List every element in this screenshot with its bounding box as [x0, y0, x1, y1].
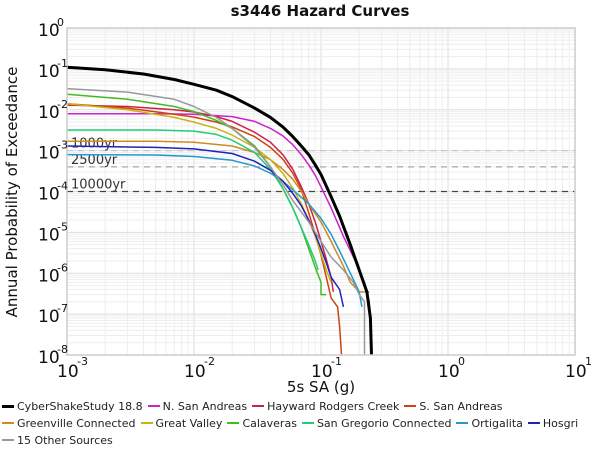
y-tick-exponent: -3: [57, 139, 68, 152]
x-tick-exponent: 0: [458, 355, 465, 368]
reference-label-10000yr: 10000yr: [71, 178, 126, 193]
legend-label: Calaveras: [242, 417, 297, 430]
y-tick-exponent: -2: [57, 98, 68, 111]
legend-swatch: [301, 422, 314, 424]
y-tick-label: 10: [38, 103, 60, 123]
legend-row: 15 Other Sources: [2, 432, 598, 449]
series-group: [66, 65, 373, 356]
series-line-15-other-sources: [66, 87, 366, 355]
x-tick-exponent: -2: [204, 355, 215, 368]
legend-label: N. San Andreas: [162, 400, 248, 413]
x-tick-exponent: -1: [331, 355, 342, 368]
legend-swatch: [252, 405, 265, 407]
legend-item: San Gregorio Connected: [301, 415, 452, 432]
y-tick-exponent: -8: [57, 343, 68, 356]
y-tick-exponent: -5: [57, 220, 68, 233]
legend-row: CyberShakeStudy 18.8 N. San Andreas Haywar…: [2, 398, 598, 415]
y-tick-exponent: 0: [57, 16, 64, 29]
series-line-ortigalita: [66, 153, 363, 308]
series-line-hosgri: [66, 145, 345, 308]
y-tick-exponent: -1: [57, 57, 68, 70]
legend-item: Hayward Rodgers Creek: [252, 398, 399, 415]
x-axis-label: 5s SA (g): [287, 378, 355, 396]
legend-item: 15 Other Sources: [2, 432, 113, 449]
legend-label: CyberShakeStudy 18.8: [17, 400, 143, 413]
series-line-hayward-rodgers-creek: [66, 104, 335, 293]
y-tick-label: 10: [38, 348, 60, 368]
legend-label: Ortigalita: [471, 417, 523, 430]
legend-label: Hosgri: [542, 417, 579, 430]
chart-title: s3446 Hazard Curves: [231, 2, 410, 20]
legend-item: Ortigalita: [456, 415, 523, 432]
legend-swatch: [140, 422, 153, 424]
x-tick-label: 10: [184, 362, 206, 382]
x-tick-label: 10: [311, 362, 333, 382]
x-tick-label: 10: [438, 362, 460, 382]
series-line-san-gregorio-connected: [67, 129, 319, 271]
x-tick-label: 10: [565, 362, 587, 382]
x-tick-exponent: -3: [77, 355, 88, 368]
legend-row: Greenville Connected Great Valley Calavera…: [2, 415, 598, 432]
legend-label: 15 Other Sources: [17, 434, 113, 447]
y-tick-label: 10: [38, 307, 60, 327]
legend-swatch: [227, 422, 240, 424]
y-tick-label: 10: [38, 225, 60, 245]
plot-frame: [66, 27, 576, 356]
y-axis-label: Annual Probability of Exceedance: [3, 67, 21, 318]
legend-item: S. San Andreas: [404, 398, 503, 415]
y-tick-exponent: -4: [57, 180, 68, 193]
legend-label: Great Valley: [155, 417, 223, 430]
legend-swatch: [2, 422, 14, 424]
series-line-s-san-andreas: [66, 103, 343, 356]
series-line-calaveras: [66, 93, 327, 296]
hazard-curve-chart: s3446 Hazard Curves 1000yr2500yr10000yr …: [3, 2, 592, 396]
legend-label: Greenville Connected: [17, 417, 136, 430]
legend-swatch: [147, 405, 160, 407]
y-tick-label: 10: [38, 21, 60, 41]
legend-swatch: [527, 422, 540, 424]
reference-label-2500yr: 2500yr: [71, 153, 118, 168]
legend-item: N. San Andreas: [147, 398, 248, 415]
legend-item: Great Valley: [140, 415, 223, 432]
reference-label-1000yr: 1000yr: [71, 137, 118, 152]
y-tick-exponent: -6: [57, 261, 68, 274]
legend-swatch: [2, 404, 14, 408]
legend-item: Greenville Connected: [2, 415, 136, 432]
y-tick-label: 10: [38, 144, 60, 164]
series-line-cybershakestudy-18-8: [66, 65, 373, 356]
legend-swatch: [404, 405, 417, 407]
series-line-great-valley: [66, 103, 332, 283]
y-tick-exponent: -7: [57, 302, 68, 315]
y-tick-label: 10: [38, 185, 60, 205]
y-tick-label: 10: [38, 266, 60, 286]
legend-swatch: [456, 422, 469, 424]
x-tick-exponent: 1: [585, 355, 592, 368]
x-tick-label: 10: [57, 362, 79, 382]
legend: CyberShakeStudy 18.8 N. San Andreas Haywar…: [2, 398, 598, 449]
y-tick-label: 10: [38, 62, 60, 82]
legend-label: Hayward Rodgers Creek: [267, 400, 400, 413]
legend-item: Calaveras: [227, 415, 297, 432]
legend-label: San Gregorio Connected: [316, 417, 452, 430]
legend-label: S. San Andreas: [419, 400, 503, 413]
legend-item: CyberShakeStudy 18.8: [2, 398, 143, 415]
legend-item: Hosgri: [527, 415, 579, 432]
legend-swatch: [2, 439, 14, 441]
